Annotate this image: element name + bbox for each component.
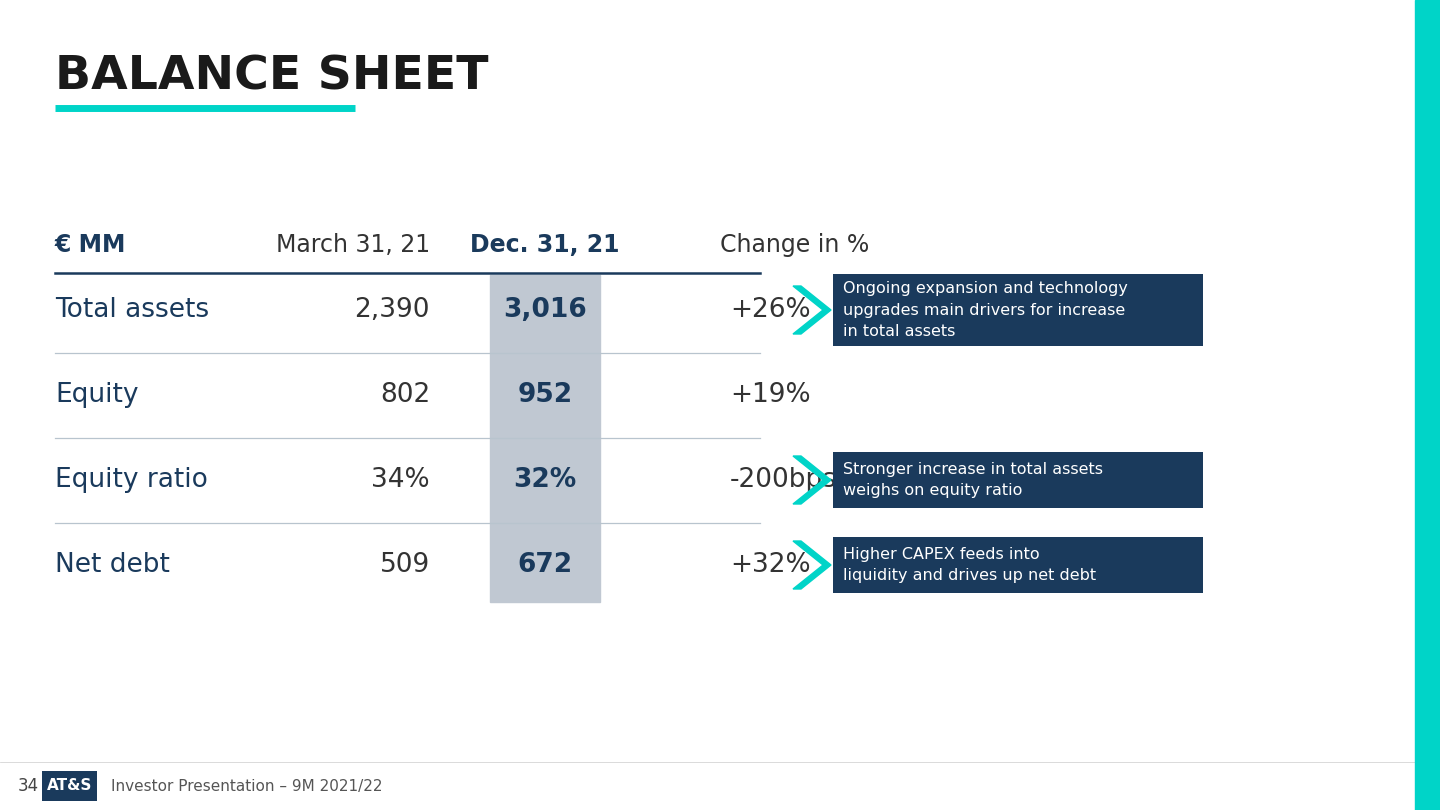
- Text: 952: 952: [517, 382, 573, 408]
- Text: € MM: € MM: [55, 233, 127, 257]
- Bar: [0, 762, 1416, 810]
- Text: 672: 672: [517, 552, 573, 578]
- Text: +32%: +32%: [730, 552, 811, 578]
- Text: AT&S: AT&S: [48, 778, 92, 794]
- Bar: [1416, 0, 1440, 810]
- Text: Stronger increase in total assets
weighs on equity ratio: Stronger increase in total assets weighs…: [842, 462, 1103, 498]
- Text: Net debt: Net debt: [55, 552, 170, 578]
- Text: 34: 34: [17, 777, 39, 795]
- FancyBboxPatch shape: [832, 452, 1202, 508]
- Text: 32%: 32%: [514, 467, 576, 493]
- Text: Change in %: Change in %: [720, 233, 870, 257]
- Text: 3,016: 3,016: [503, 297, 588, 323]
- Text: Ongoing expansion and technology
upgrades main drivers for increase
in total ass: Ongoing expansion and technology upgrade…: [842, 282, 1128, 339]
- Text: Investor Presentation – 9M 2021/22: Investor Presentation – 9M 2021/22: [111, 778, 383, 794]
- Text: Equity: Equity: [55, 382, 138, 408]
- Text: +19%: +19%: [730, 382, 811, 408]
- Text: Equity ratio: Equity ratio: [55, 467, 207, 493]
- Text: Total assets: Total assets: [55, 297, 209, 323]
- Text: 802: 802: [380, 382, 431, 408]
- Text: 2,390: 2,390: [354, 297, 431, 323]
- FancyBboxPatch shape: [832, 274, 1202, 346]
- Text: March 31, 21: March 31, 21: [276, 233, 431, 257]
- Text: Dec. 31, 21: Dec. 31, 21: [471, 233, 619, 257]
- Text: +26%: +26%: [730, 297, 811, 323]
- Polygon shape: [793, 541, 831, 589]
- FancyBboxPatch shape: [42, 771, 96, 801]
- Text: Higher CAPEX feeds into
liquidity and drives up net debt: Higher CAPEX feeds into liquidity and dr…: [842, 547, 1096, 583]
- Text: BALANCE SHEET: BALANCE SHEET: [55, 55, 488, 100]
- Text: -200bps: -200bps: [730, 467, 837, 493]
- Text: 34%: 34%: [372, 467, 431, 493]
- Text: 509: 509: [380, 552, 431, 578]
- FancyBboxPatch shape: [832, 537, 1202, 593]
- Polygon shape: [793, 286, 831, 334]
- Bar: [490, 275, 600, 602]
- Polygon shape: [793, 456, 831, 504]
